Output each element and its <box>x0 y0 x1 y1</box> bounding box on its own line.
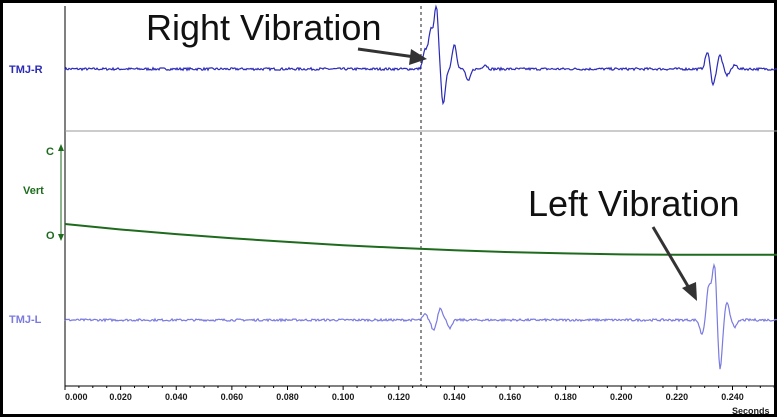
trace-tmj-l <box>64 262 777 370</box>
x-tick-label: 0.180 <box>554 392 577 402</box>
channel-label-tmj-l: TMJ-L <box>9 314 42 326</box>
x-tick-label: 0.120 <box>387 392 410 402</box>
x-tick-label: 0.240 <box>721 392 744 402</box>
x-tick-label: 0.040 <box>165 392 188 402</box>
tmj-vibration-chart: TMJ-R C Vert O TMJ-L 0.000 0.020 0.040 0.06… <box>9 4 777 416</box>
x-tick-label: 0.020 <box>109 392 132 402</box>
x-tick-label: 0.000 <box>65 392 88 402</box>
arrow-right-vibration <box>357 47 427 65</box>
x-tick-label: 0.140 <box>443 392 466 402</box>
channel-label-tmj-r: TMJ-R <box>9 64 43 76</box>
annotation-right-vibration: Right Vibration <box>146 7 381 48</box>
annotation-left-vibration: Left Vibration <box>528 183 739 224</box>
x-tick-label: 0.100 <box>332 392 355 402</box>
vert-scale-bottom: O <box>46 230 55 242</box>
traces-layer <box>64 4 777 386</box>
vert-scale-top: C <box>46 146 54 158</box>
x-tick-label: 0.200 <box>610 392 633 402</box>
x-tick-label: 0.220 <box>666 392 689 402</box>
trace-tmj-r <box>64 4 777 106</box>
vert-scale-arrow <box>58 144 64 241</box>
channel-label-vert: Vert <box>23 185 44 197</box>
x-axis-label: Seconds <box>732 406 770 416</box>
trace-vert <box>64 223 777 256</box>
x-tick-label: 0.060 <box>221 392 244 402</box>
x-tick-label: 0.080 <box>276 392 299 402</box>
x-ticks-layer: 0.000 0.020 0.040 0.060 0.080 0.100 0.120 0.140… <box>64 386 775 402</box>
x-tick-label: 0.160 <box>499 392 522 402</box>
arrow-left-vibration <box>651 226 697 301</box>
